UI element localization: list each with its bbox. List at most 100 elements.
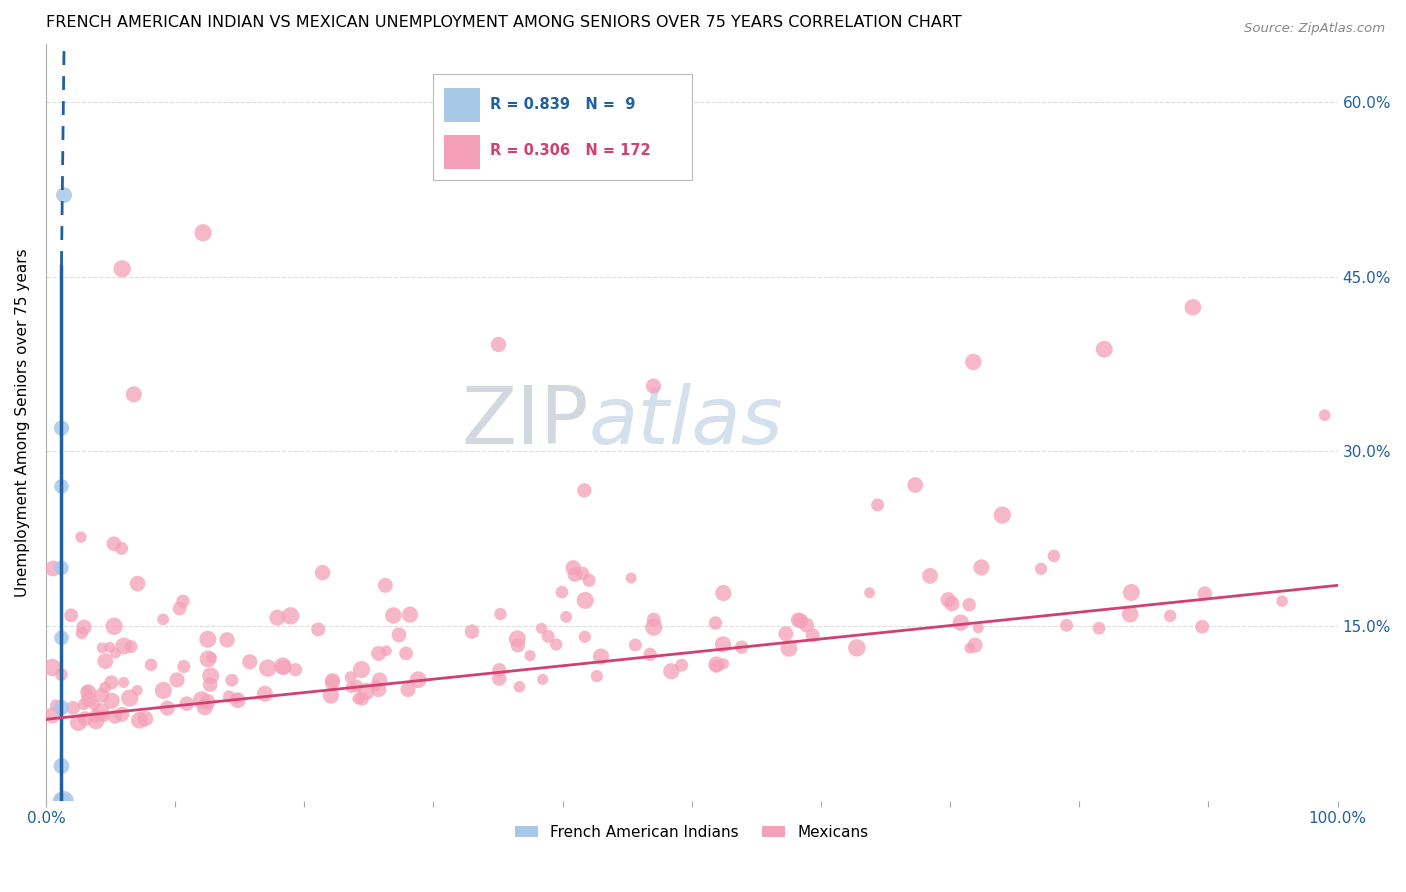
Point <box>488 337 510 351</box>
Point <box>169 601 191 615</box>
Point <box>671 658 693 673</box>
Point <box>280 608 302 623</box>
Point <box>949 615 972 630</box>
Point <box>382 608 405 623</box>
Point <box>395 646 418 660</box>
Point <box>77 692 100 706</box>
Point <box>134 712 156 726</box>
Point <box>191 226 214 240</box>
Point <box>488 672 510 686</box>
Point <box>1056 618 1078 632</box>
Point <box>91 640 114 655</box>
Point <box>339 670 361 684</box>
Point <box>93 709 115 723</box>
Point <box>1121 585 1143 599</box>
Point <box>1271 594 1294 608</box>
Point <box>197 632 219 647</box>
Point <box>704 615 727 630</box>
Point <box>643 379 665 393</box>
Point <box>176 697 198 711</box>
Point <box>711 637 734 651</box>
Point <box>120 640 142 654</box>
Point <box>1181 300 1204 314</box>
Point <box>506 638 529 652</box>
Point <box>962 355 984 369</box>
Point <box>574 593 596 607</box>
Point <box>198 678 221 692</box>
Point <box>84 709 107 723</box>
Point <box>271 659 294 673</box>
Point <box>172 594 194 608</box>
Point <box>643 620 665 634</box>
Point <box>111 707 134 722</box>
Point <box>194 700 217 714</box>
Point <box>562 560 585 574</box>
Point <box>156 701 179 715</box>
Point <box>643 613 665 627</box>
Point <box>83 698 105 712</box>
Point <box>94 654 117 668</box>
Point <box>571 566 593 581</box>
Point <box>322 673 344 688</box>
Point <box>488 663 510 677</box>
Point <box>508 680 530 694</box>
Point <box>624 638 647 652</box>
Point <box>551 585 574 599</box>
Point <box>200 669 222 683</box>
Point <box>531 673 554 687</box>
Legend: French American Indians, Mexicans: French American Indians, Mexicans <box>509 819 875 847</box>
Point <box>578 574 600 588</box>
Point <box>197 652 219 666</box>
Point <box>173 659 195 673</box>
Point <box>70 530 93 544</box>
Point <box>530 621 553 635</box>
Point <box>396 682 419 697</box>
Point <box>139 657 162 672</box>
Point <box>918 569 941 583</box>
Point <box>789 614 811 628</box>
Point <box>200 650 222 665</box>
Point <box>374 578 396 592</box>
Point <box>319 689 342 703</box>
Point <box>1092 342 1115 356</box>
Point <box>197 695 219 709</box>
Y-axis label: Unemployment Among Seniors over 75 years: Unemployment Among Seniors over 75 years <box>15 248 30 597</box>
Point <box>51 631 73 645</box>
Point <box>112 675 135 690</box>
Point <box>110 541 132 556</box>
Point <box>388 628 411 642</box>
Point <box>225 691 247 706</box>
Point <box>775 626 797 640</box>
Point <box>585 669 607 683</box>
Point <box>461 624 484 639</box>
Point <box>152 612 174 626</box>
Text: Source: ZipAtlas.com: Source: ZipAtlas.com <box>1244 22 1385 36</box>
Point <box>51 759 73 773</box>
Point <box>51 479 73 493</box>
Point <box>546 637 568 651</box>
Point <box>904 478 927 492</box>
Point <box>364 678 387 692</box>
Point <box>620 571 643 585</box>
Point <box>731 640 754 655</box>
Point <box>350 691 373 706</box>
Point <box>53 188 76 202</box>
Point <box>215 632 238 647</box>
Point <box>1191 620 1213 634</box>
Point <box>62 701 84 715</box>
Point <box>957 598 980 612</box>
Text: atlas: atlas <box>589 384 783 461</box>
Point <box>340 681 363 695</box>
Point <box>574 483 596 498</box>
Point <box>1119 607 1142 622</box>
Point <box>796 618 818 632</box>
Point <box>1088 621 1111 635</box>
Point <box>1029 562 1052 576</box>
Point <box>75 712 97 726</box>
Point <box>638 648 661 662</box>
Point <box>589 649 612 664</box>
Point <box>67 715 90 730</box>
Point <box>801 628 824 642</box>
Point <box>941 597 963 611</box>
Point <box>41 708 63 723</box>
